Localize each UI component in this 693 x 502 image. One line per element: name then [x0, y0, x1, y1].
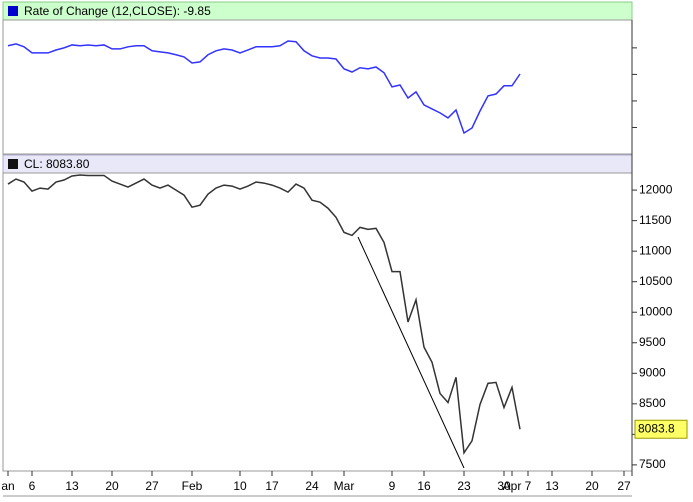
price-panel [2, 172, 633, 472]
x-tick-label: 20 [585, 479, 599, 493]
x-tick-label: Apr [503, 479, 522, 493]
price-line [7, 174, 521, 456]
price-header [2, 154, 633, 174]
y-tick-label: 10500 [639, 274, 673, 288]
x-tick-label: 24 [305, 479, 319, 493]
last-value-label: 8083.8 [638, 421, 675, 435]
y-tick-label: 11500 [639, 213, 672, 227]
x-tick-label: 27 [145, 479, 159, 493]
roc-title: Rate of Change (12,CLOSE): -9.85 [24, 4, 211, 18]
y-tick-label: 11000 [639, 243, 672, 257]
x-tick-label: 16 [417, 479, 431, 493]
x-tick-label: 13 [65, 479, 79, 493]
x-tick-label: 9 [389, 479, 396, 493]
x-tick-label: 20 [105, 479, 119, 493]
x-tick-label: 10 [233, 479, 247, 493]
last-value-tag [634, 419, 688, 439]
x-tick-label: 27 [617, 479, 631, 493]
y-tick-label: 9500 [639, 335, 666, 349]
roc-legend-square [8, 6, 18, 16]
y-tick-label: 12000 [639, 182, 673, 196]
x-tick-label: Mar [334, 479, 355, 493]
x-tick-label: 30 [497, 479, 511, 493]
x-tick-label: Feb [182, 479, 203, 493]
price-legend-square [8, 159, 18, 169]
x-tick-label: 13 [545, 479, 559, 493]
y-tick-label: 10000 [639, 304, 673, 318]
y-tick-label: 8500 [639, 396, 666, 410]
x-tick-label: 17 [265, 479, 279, 493]
trend-line [357, 236, 465, 469]
price-line [7, 40, 521, 135]
x-tick-label: 7 [525, 479, 532, 493]
y-tick-label: 9000 [639, 365, 666, 379]
y-tick-label: 7500 [639, 457, 666, 471]
price-title: CL: 8083.80 [24, 157, 90, 171]
roc-panel [2, 19, 633, 155]
x-tick-label: 6 [29, 479, 36, 493]
x-tick-label: an [1, 479, 14, 493]
x-tick-label: 23 [457, 479, 471, 493]
